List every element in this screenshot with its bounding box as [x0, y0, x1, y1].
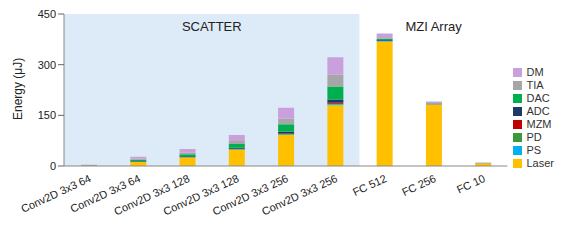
svg-text:300: 300 [38, 59, 56, 71]
svg-text:Energy (μJ): Energy (μJ) [11, 58, 25, 120]
svg-text:Conv2D 3x3 64: Conv2D 3x3 64 [68, 172, 143, 215]
svg-text:FC 512: FC 512 [351, 172, 389, 198]
svg-text:Conv2D 3x3 128: Conv2D 3x3 128 [161, 172, 241, 218]
html-text:PD: PD [526, 131, 542, 143]
html-text:Laser: Laser [526, 157, 554, 169]
svg-text:Conv2D 3x3 256: Conv2D 3x3 256 [260, 172, 339, 218]
html-text:PS: PS [526, 144, 542, 156]
svg-text:0: 0 [50, 160, 56, 172]
svg-text:MZI Array: MZI Array [405, 19, 462, 34]
svg-text:Conv2D 3x3 256: Conv2D 3x3 256 [210, 172, 290, 218]
svg-text:150: 150 [38, 109, 56, 121]
svg-text:SCATTER: SCATTER [182, 19, 242, 34]
svg-text:450: 450 [38, 8, 56, 20]
html-text:TIA: TIA [526, 79, 544, 91]
svg-text:Conv2D 3x3 128: Conv2D 3x3 128 [112, 172, 192, 218]
html-text:MZM: MZM [526, 118, 552, 130]
svg-text:FC 10: FC 10 [455, 172, 487, 196]
html-text:DAC: DAC [526, 92, 550, 104]
svg-text:FC 256: FC 256 [400, 172, 438, 198]
html-text:ADC: ADC [526, 105, 550, 117]
svg-text:Conv2D 3x3 64: Conv2D 3x3 64 [19, 172, 93, 215]
html-text:DM: DM [526, 66, 544, 78]
